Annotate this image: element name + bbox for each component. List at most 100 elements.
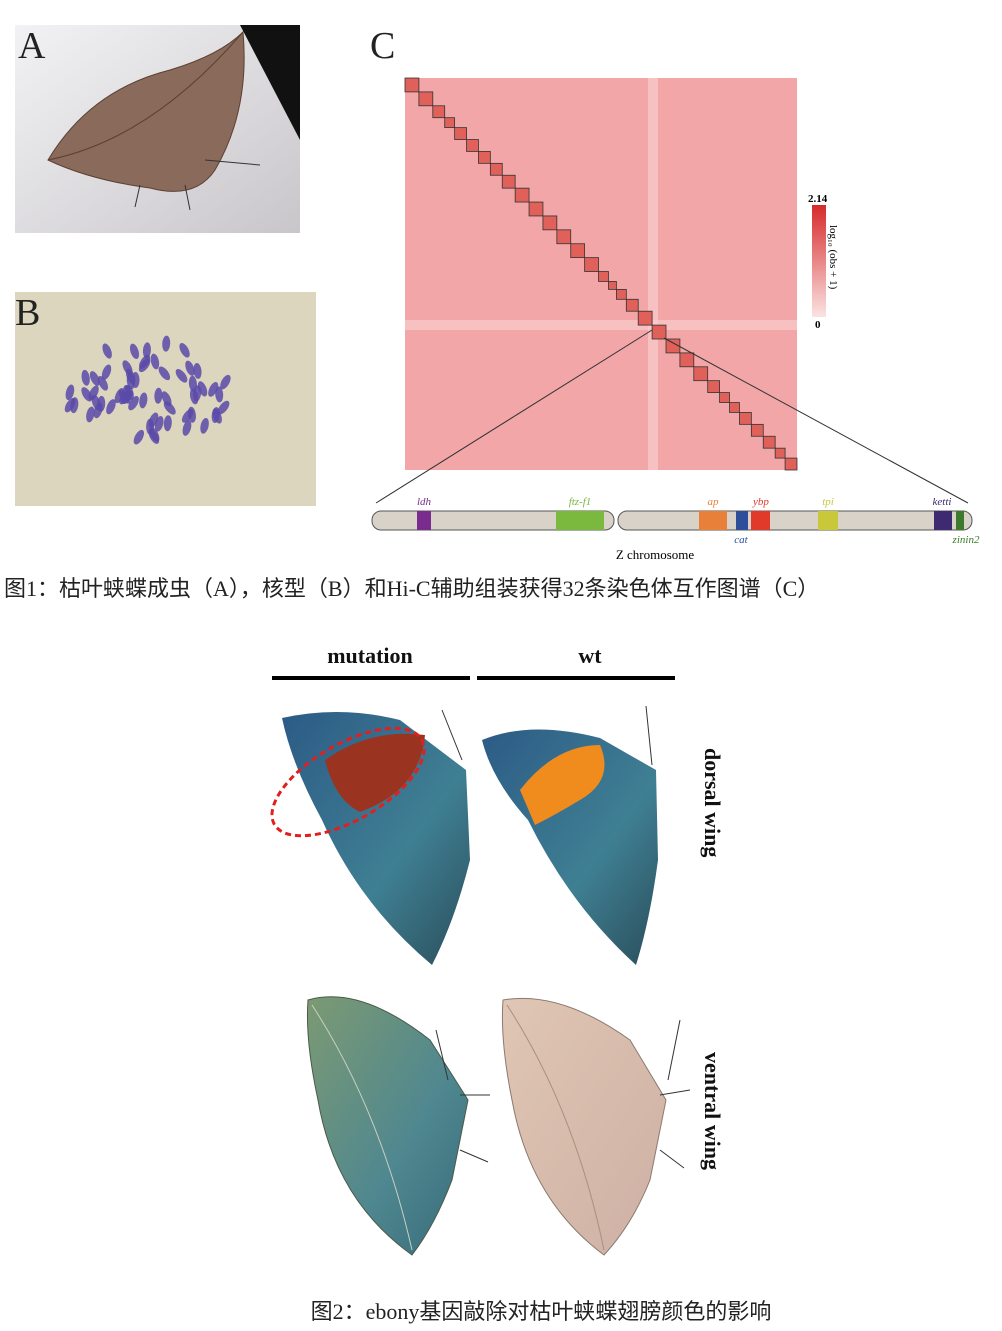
hic-block bbox=[454, 127, 467, 140]
chromosome bbox=[148, 412, 159, 428]
wing-vein bbox=[506, 1004, 605, 1251]
hic-block bbox=[501, 174, 516, 189]
chromosome bbox=[148, 429, 160, 444]
gene-label: tpi bbox=[822, 496, 834, 508]
hic-block bbox=[707, 380, 720, 393]
chromosome bbox=[102, 343, 112, 359]
ventral-wing-mutation bbox=[306, 996, 469, 1256]
column-header: mutation bbox=[327, 643, 413, 668]
legs bbox=[134, 159, 261, 211]
chromosome bbox=[208, 381, 219, 397]
chromosome bbox=[161, 391, 172, 407]
chromosome bbox=[193, 385, 202, 402]
hic-block bbox=[651, 324, 667, 340]
row-label: dorsal wing bbox=[700, 748, 725, 857]
hic-block bbox=[418, 91, 434, 107]
gene-label: ftz-f1 bbox=[569, 496, 592, 508]
chromosome bbox=[215, 386, 224, 403]
hic-block bbox=[444, 117, 456, 129]
hic-block bbox=[514, 187, 530, 203]
gene-label: cat bbox=[734, 534, 748, 546]
chromosome bbox=[162, 335, 171, 352]
hic-stripe bbox=[405, 320, 797, 330]
chromosome bbox=[139, 392, 148, 409]
photo-shadow bbox=[240, 25, 300, 140]
gene-label: ap bbox=[708, 496, 720, 508]
chromosome bbox=[126, 373, 135, 390]
hic-block bbox=[729, 402, 740, 413]
chromosome bbox=[158, 366, 171, 381]
zoom-line bbox=[663, 337, 969, 504]
legs bbox=[659, 1019, 691, 1169]
hic-block bbox=[615, 288, 627, 300]
chromosome bbox=[121, 390, 133, 405]
row-label: ventral wing bbox=[700, 1052, 725, 1170]
wing-patch bbox=[520, 745, 605, 825]
hic-block bbox=[598, 271, 609, 282]
antenna bbox=[441, 709, 463, 761]
hic-block bbox=[528, 201, 544, 217]
zoom-line bbox=[375, 329, 653, 504]
chromosome bbox=[139, 354, 151, 369]
gene-band bbox=[736, 511, 748, 530]
hic-block bbox=[542, 215, 558, 231]
wing-patch bbox=[325, 733, 425, 812]
gene-label: ldh bbox=[417, 496, 432, 508]
hic-block bbox=[679, 352, 695, 368]
antenna bbox=[645, 705, 653, 766]
chromosome bbox=[217, 400, 230, 415]
gene-band bbox=[556, 511, 604, 530]
chromosome bbox=[193, 363, 202, 379]
chromosome bbox=[163, 415, 172, 432]
chromosome bbox=[179, 342, 190, 358]
hic-block bbox=[404, 77, 420, 93]
chromosome bbox=[97, 375, 109, 391]
hic-block bbox=[478, 151, 491, 164]
hic-blocks bbox=[404, 77, 798, 471]
hic-block bbox=[570, 243, 586, 259]
hic-block bbox=[584, 257, 599, 272]
chromosome bbox=[200, 417, 209, 434]
chromosome bbox=[93, 402, 103, 419]
hic-block bbox=[739, 412, 752, 425]
chromosome bbox=[187, 406, 196, 423]
chromosome bbox=[129, 343, 140, 360]
hic-block bbox=[665, 338, 681, 354]
hic-block bbox=[719, 392, 730, 403]
chromosome bbox=[65, 384, 75, 401]
chromosome bbox=[133, 429, 145, 445]
gene-band bbox=[699, 511, 727, 530]
chromosome bbox=[185, 360, 195, 376]
colorbar-max: 2.14 bbox=[808, 193, 828, 205]
hic-block bbox=[432, 105, 446, 119]
colorbar-label: log₁₀ (obs + 1) bbox=[827, 225, 839, 290]
hic-block bbox=[625, 298, 639, 312]
chromosome bbox=[86, 406, 95, 423]
hic-block bbox=[693, 366, 709, 382]
chromosome bbox=[175, 369, 188, 383]
gene-band bbox=[818, 511, 838, 530]
highlight-ellipse bbox=[270, 726, 426, 838]
chromosome bbox=[182, 420, 192, 436]
wing-vein bbox=[311, 1004, 413, 1251]
gene-band bbox=[751, 511, 770, 530]
colorbar-min: 0 bbox=[815, 319, 821, 331]
chromosome bbox=[220, 374, 231, 390]
chromosome bbox=[88, 385, 99, 401]
gene-label: ybp bbox=[752, 496, 769, 508]
hic-block bbox=[750, 423, 764, 437]
hic-block bbox=[762, 435, 776, 449]
gene-band bbox=[956, 511, 964, 530]
hic-block bbox=[489, 162, 503, 176]
gene-label: zinin2 bbox=[952, 534, 980, 546]
chromosome bbox=[128, 395, 139, 411]
panel-label: C bbox=[370, 25, 395, 67]
chromosome bbox=[81, 369, 90, 386]
panel-label: A bbox=[18, 25, 46, 67]
chromosome bbox=[212, 408, 222, 424]
chromosome bbox=[142, 342, 151, 359]
hic-stripe bbox=[648, 78, 658, 470]
gene-band bbox=[934, 511, 952, 530]
hic-block bbox=[556, 229, 572, 245]
chromosome bbox=[154, 387, 163, 404]
